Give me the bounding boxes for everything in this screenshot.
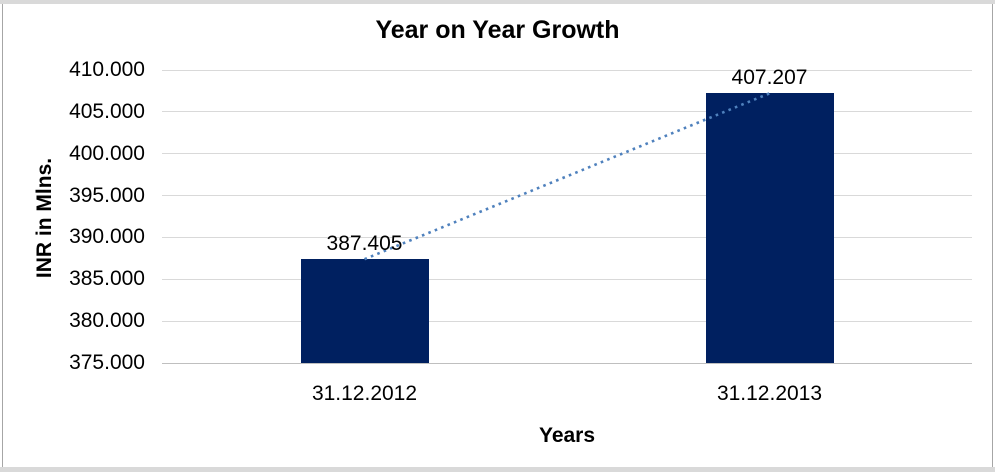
chart-title: Year on Year Growth <box>375 16 620 44</box>
bar-value-label: 407.207 <box>731 66 808 90</box>
gridline <box>162 278 972 280</box>
y-tick-label: 380.000 <box>69 309 145 333</box>
gridline <box>162 320 972 322</box>
chart-border-bottom <box>0 467 995 472</box>
x-axis-title: Years <box>538 424 596 447</box>
chart-border-right <box>992 4 993 467</box>
y-tick-label: 405.000 <box>69 99 145 123</box>
x-tick-label: 31.12.2013 <box>716 382 823 405</box>
bar-31.12.2013 <box>705 93 834 363</box>
x-tick-label: 31.12.2012 <box>311 382 418 405</box>
y-tick-label: 375.000 <box>69 351 145 374</box>
y-tick-label: 395.000 <box>69 183 145 207</box>
y-tick-label: 385.000 <box>69 267 145 291</box>
plot-area <box>162 69 972 364</box>
y-tick-label: 390.000 <box>69 225 145 249</box>
y-axis-title: INR in Mlns. <box>33 157 56 279</box>
trendline <box>364 92 770 261</box>
y-tick-label: 400.000 <box>69 141 145 165</box>
y-tick-label: 410.000 <box>69 58 145 81</box>
gridline <box>162 195 972 197</box>
gridline <box>162 153 972 155</box>
gridline <box>162 69 972 71</box>
chart-border-left <box>2 4 3 467</box>
bar-value-label: 387.405 <box>326 232 403 256</box>
bar-31.12.2012 <box>300 259 429 363</box>
chart-border-top <box>0 0 995 4</box>
gridline <box>162 236 972 238</box>
gridline <box>162 111 972 113</box>
